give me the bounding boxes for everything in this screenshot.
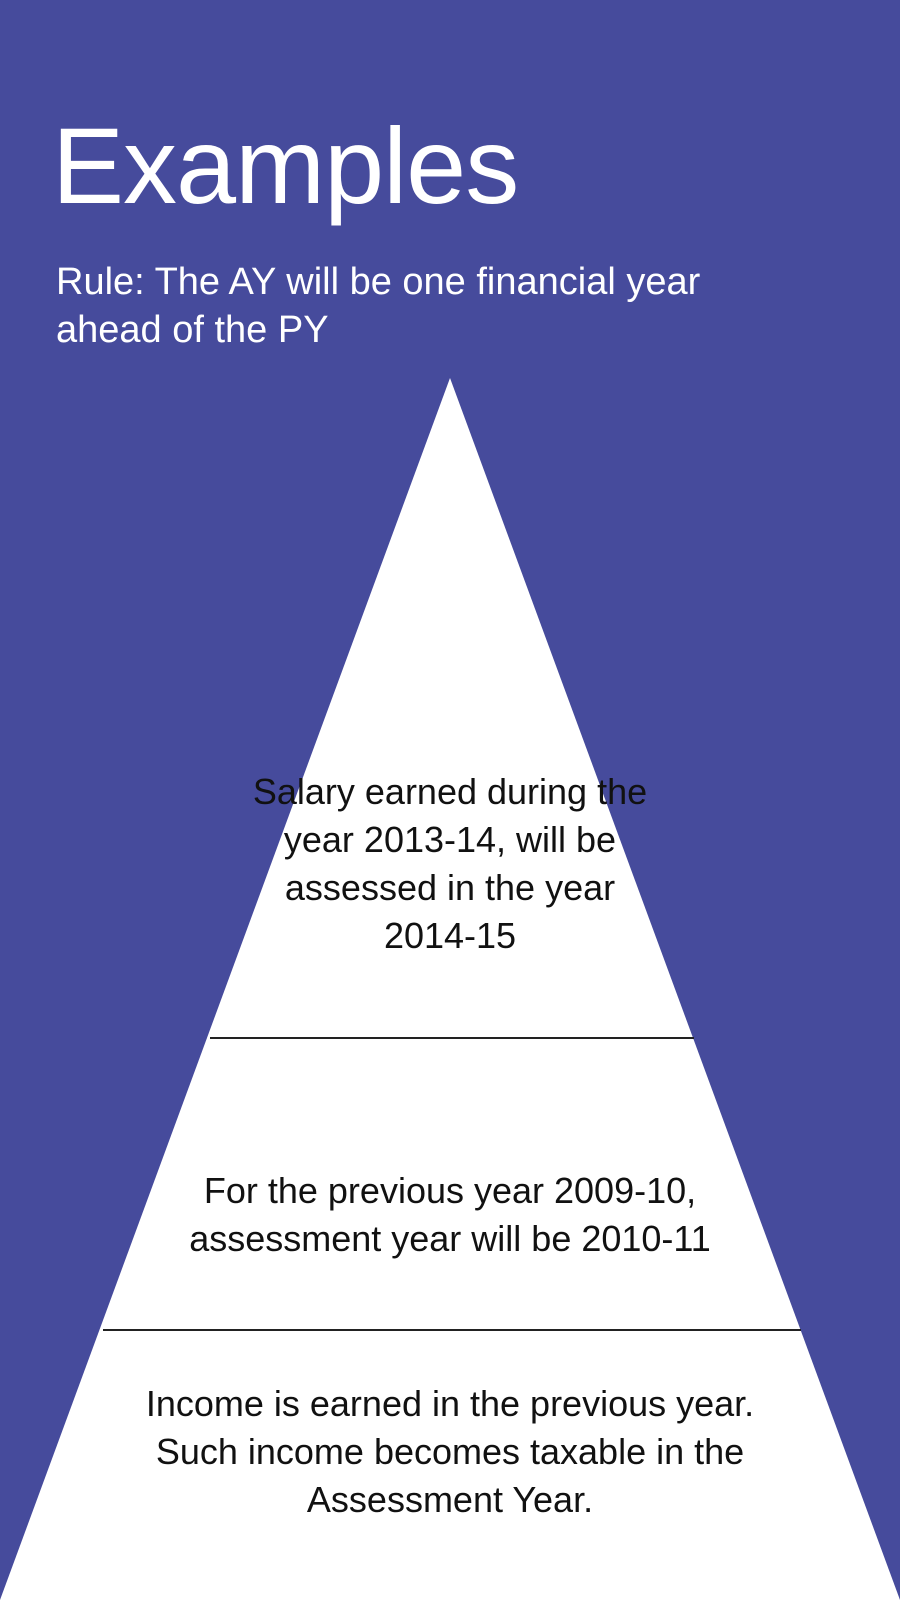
rule-text: Rule: The AY will be one financial year … (56, 261, 701, 351)
pyramid-tier-middle: For the previous year 2009-10, assessmen… (189, 1170, 711, 1259)
pyramid-tier-top: Salary earned during the year 2013-14, w… (252, 771, 648, 956)
pyramid-shape (0, 378, 900, 1600)
page-title: Examples (52, 105, 519, 226)
pyramid-tier-bottom: Income is earned in the previous year. S… (145, 1383, 755, 1520)
